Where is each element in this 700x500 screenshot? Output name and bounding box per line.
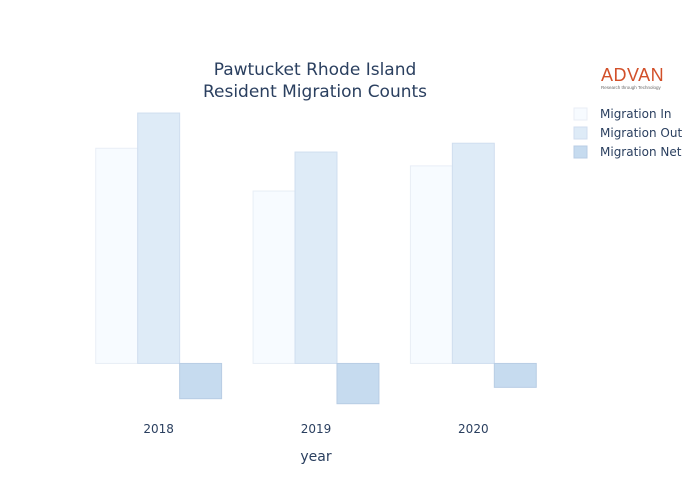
bar-migration-in-2020[interactable] bbox=[409, 165, 453, 364]
bar-migration-out-2019[interactable] bbox=[294, 151, 338, 364]
legend-label: Migration Out bbox=[600, 126, 682, 140]
bar-migration-in-2019[interactable] bbox=[252, 190, 296, 364]
legend-swatch bbox=[573, 145, 588, 159]
legend-label: Migration Net bbox=[600, 145, 682, 159]
legend[interactable]: Migration In Migration Out Migration Net bbox=[573, 107, 682, 159]
bar-migration-net-2019[interactable] bbox=[336, 362, 380, 405]
legend-item-migration-in[interactable]: Migration In bbox=[573, 107, 672, 121]
legend-item-migration-out[interactable]: Migration Out bbox=[573, 126, 682, 140]
x-tick-label: 2018 bbox=[143, 422, 174, 436]
bar-migration-out-2020[interactable] bbox=[451, 142, 495, 364]
logo-wordmark: ADVAN bbox=[601, 65, 665, 85]
x-tick-label: 2019 bbox=[301, 422, 332, 436]
chart-title-line-1: Pawtucket Rhode Island bbox=[214, 60, 417, 80]
legend-swatch bbox=[573, 126, 588, 140]
chart-title-line-2: Resident Migration Counts bbox=[203, 82, 427, 102]
legend-swatch bbox=[573, 107, 588, 121]
x-axis-ticks: 2018 2019 2020 bbox=[143, 422, 488, 436]
x-axis-title: year bbox=[300, 449, 331, 465]
logo-tagline: Research through Technology bbox=[601, 85, 661, 90]
legend-item-migration-net[interactable]: Migration Net bbox=[573, 145, 682, 159]
x-tick-label: 2020 bbox=[458, 422, 489, 436]
bar-migration-net-2018[interactable] bbox=[179, 362, 223, 400]
plot-area bbox=[95, 112, 537, 405]
bar-migration-out-2018[interactable] bbox=[137, 112, 181, 364]
bar-migration-net-2020[interactable] bbox=[493, 362, 537, 388]
bar-migration-in-2018[interactable] bbox=[95, 147, 139, 364]
advan-logo: ADVAN Research through Technology bbox=[601, 66, 671, 90]
legend-label: Migration In bbox=[600, 107, 672, 121]
